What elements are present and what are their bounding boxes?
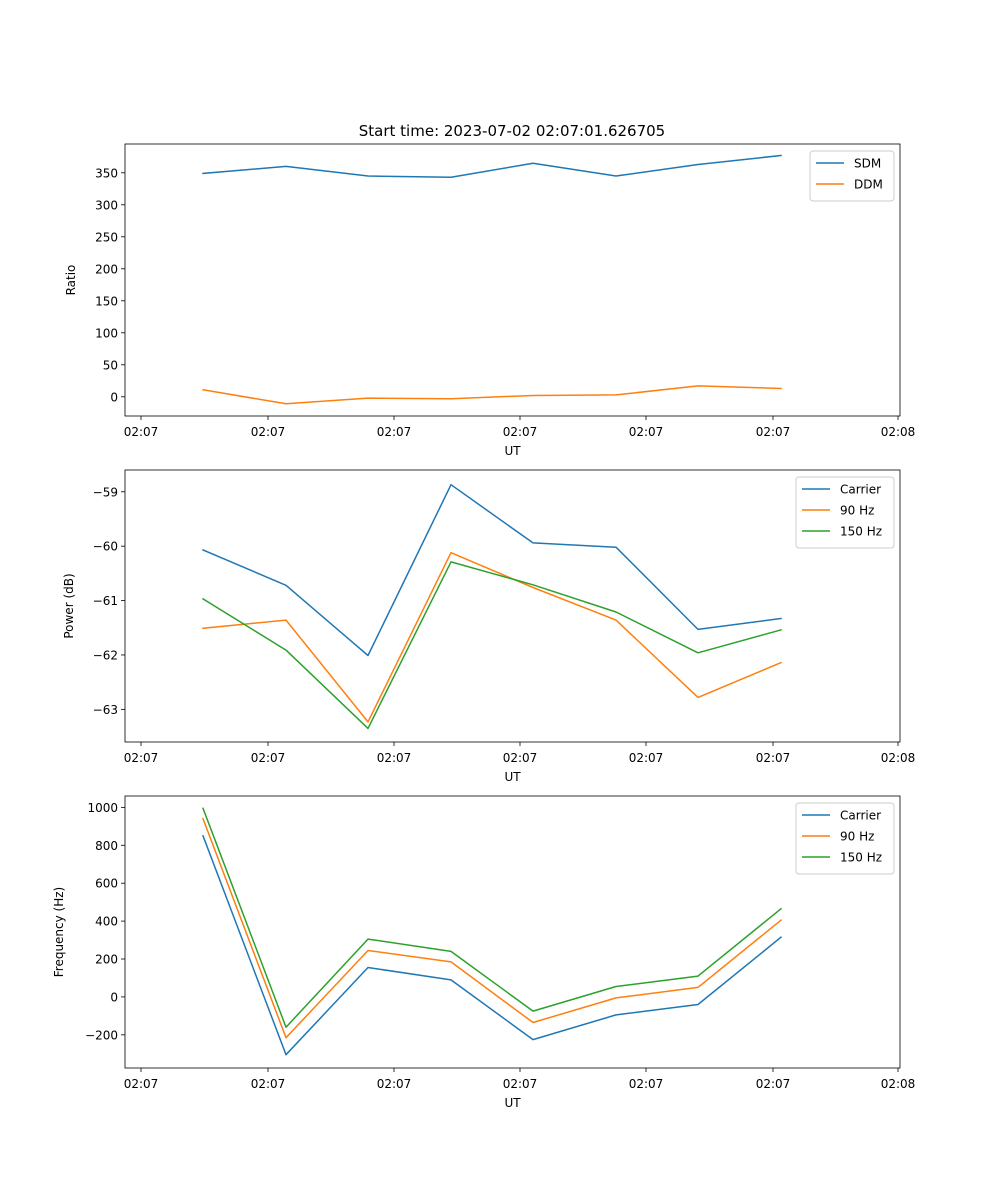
y-tick-label: −61	[93, 594, 118, 608]
y-axis-label: Frequency (Hz)	[52, 887, 66, 978]
y-tick-label: −62	[93, 648, 118, 662]
y-tick-label: 600	[95, 877, 118, 891]
x-tick-label: 02:07	[629, 751, 664, 765]
y-tick-label: 100	[95, 326, 118, 340]
y-tick-label: 150	[95, 294, 118, 308]
x-tick-label: 02:07	[503, 1077, 538, 1091]
x-tick-label: 02:08	[881, 425, 916, 439]
y-axis-label: Power (dB)	[62, 573, 76, 638]
y-tick-label: 800	[95, 839, 118, 853]
x-axis-label: UT	[504, 770, 521, 784]
x-tick-label: 02:07	[629, 1077, 664, 1091]
legend: Carrier 90 Hz 150 Hz	[795, 476, 895, 549]
y-tick-label: 350	[95, 166, 118, 180]
x-axis-label: UT	[504, 444, 521, 458]
panel-3: 02:07 02:07 02:07 02:07 02:07 02:07 02:08 −200 0…	[52, 795, 916, 1110]
x-tick-label: 02:08	[881, 1077, 916, 1091]
y-axis-label: Ratio	[64, 265, 78, 296]
legend: Carrier 90 Hz 150 Hz	[795, 802, 895, 875]
series-line-90-hz	[202, 551, 782, 723]
legend-label-150-hz: 150 Hz	[840, 851, 882, 865]
x-axis-label: UT	[504, 1096, 521, 1110]
y-tick-label: 200	[95, 262, 118, 276]
y-tick-label: 250	[95, 230, 118, 244]
x-tick-label: 02:07	[756, 1077, 791, 1091]
x-tick-label: 02:07	[124, 1077, 159, 1091]
x-tick-label: 02:07	[503, 425, 538, 439]
series-line-sdm	[202, 154, 782, 179]
x-tick-label: 02:07	[124, 751, 159, 765]
y-tick-label: 50	[103, 358, 118, 372]
series-line-ddm	[202, 385, 782, 405]
x-tick-label: 02:07	[503, 751, 538, 765]
legend-box	[809, 150, 895, 202]
chart-title: Start time: 2023-07-02 02:07:01.626705	[359, 122, 665, 140]
y-tick-label: 300	[95, 198, 118, 212]
y-tick-label: −59	[93, 485, 118, 499]
series-line-carrier	[202, 483, 782, 657]
legend-label-150-hz: 150 Hz	[840, 525, 882, 539]
y-tick-label: 400	[95, 915, 118, 929]
series-line-90-hz	[202, 817, 783, 1039]
y-tick-label: −60	[93, 540, 118, 554]
y-tick-label: −63	[93, 703, 118, 717]
x-tick-label: 02:07	[251, 425, 286, 439]
legend-label-90-hz: 90 Hz	[840, 830, 874, 844]
series-line-150-hz	[201, 561, 782, 730]
series-line-carrier	[202, 834, 783, 1056]
axes-frame	[124, 143, 901, 417]
x-tick-label: 02:07	[756, 425, 791, 439]
legend-label-ddm: DDM	[854, 178, 883, 192]
y-tick-label: 1000	[87, 801, 118, 815]
panel-1: 02:07 02:07 02:07 02:07 02:07 02:07 02:08 0 50 10…	[64, 143, 916, 458]
x-tick-label: 02:07	[124, 425, 159, 439]
x-tick-label: 02:07	[756, 751, 791, 765]
panels: 02:07 02:07 02:07 02:07 02:07 02:07 02:08 0 50 10…	[52, 143, 916, 1110]
axes-frame	[124, 469, 901, 743]
legend-label-sdm: SDM	[854, 157, 881, 171]
x-tick-label: 02:07	[377, 751, 412, 765]
legend-label-carrier: Carrier	[840, 483, 881, 497]
y-tick-label: 200	[95, 953, 118, 967]
legend-label-carrier: Carrier	[840, 809, 881, 823]
axes-frame	[124, 795, 901, 1069]
y-tick-label: 0	[110, 990, 118, 1004]
y-tick-label: −200	[85, 1028, 118, 1042]
series-line-150-hz	[202, 807, 783, 1028]
x-tick-label: 02:07	[251, 751, 286, 765]
panel-2: 02:07 02:07 02:07 02:07 02:07 02:07 02:08 −63 −6…	[62, 469, 916, 784]
x-tick-label: 02:07	[377, 425, 412, 439]
legend-label-90-hz: 90 Hz	[840, 504, 874, 518]
x-tick-label: 02:08	[881, 751, 916, 765]
y-tick-label: 0	[110, 390, 118, 404]
x-tick-label: 02:07	[377, 1077, 412, 1091]
x-tick-label: 02:07	[629, 425, 664, 439]
x-tick-label: 02:07	[251, 1077, 286, 1091]
legend: SDM DDM	[809, 150, 895, 202]
